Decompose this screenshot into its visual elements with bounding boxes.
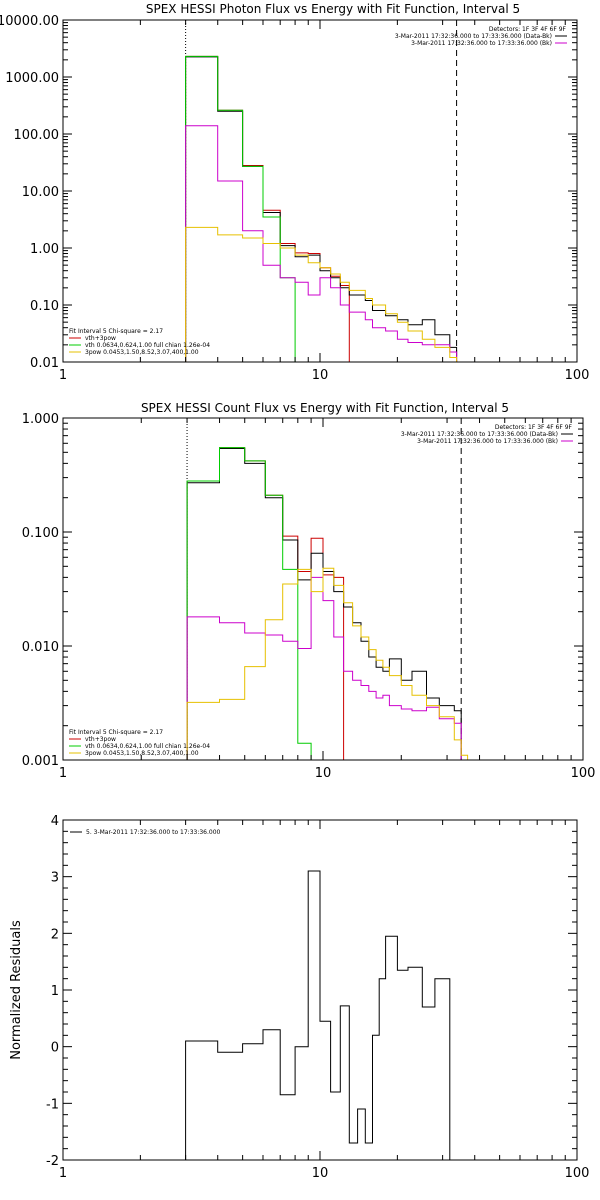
residual-ytick-label: 3 [51, 871, 59, 886]
photon-flux-legend-top: Detectors: 1F 3F 4F 6F 9F 3-Mar-2011 17:… [395, 26, 567, 47]
photon-legend-vth3pow: vth+3pow [85, 335, 116, 342]
residual-xtick-label: 100 [565, 1166, 590, 1181]
photon-ytick-label: 0.01 [30, 356, 59, 371]
photon-ytick-label: 10000.00 [0, 14, 59, 29]
residual-series-5-3-mar-2011-17-32-36-000-to-17-33-36-000 [185, 870, 457, 1161]
count-legend-bk: 3-Mar-2011 17:32:36.000 to 17:33:36.000 … [417, 438, 558, 445]
photon-flux-title: SPEX HESSI Photon Flux vs Energy with Fi… [146, 2, 520, 16]
count-xtick-label: 1 [59, 766, 67, 781]
count-flux-ticks: 1 10 100 0.001 0.010 0.100 1.000 [22, 412, 596, 781]
count-legend-vth3pow: vth+3pow [85, 736, 116, 743]
count-flux-panel: SPEX HESSI Count Flux vs Energy with Fit… [22, 401, 596, 781]
residuals-legend: 5. 3-Mar-2011 17:32:36.000 to 17:33:36.0… [70, 829, 221, 836]
residual-ytick-label: 0 [51, 1041, 59, 1056]
photon-xtick-label: 10 [312, 368, 329, 383]
count-legend-3pow: 3pow 0.0453,1.50,8.52,3.07,400,1.00 [85, 750, 199, 757]
residual-xtick-label: 10 [312, 1166, 329, 1181]
photon-legend-bk: 3-Mar-2011 17:32:36.000 to 17:33:36.000 … [411, 40, 552, 47]
photon-flux-plot-frame [62, 19, 578, 363]
photon-xtick-label: 100 [565, 368, 590, 383]
residuals-series-group [185, 870, 457, 1161]
photon-flux-panel: SPEX HESSI Photon Flux vs Energy with Fi… [0, 2, 589, 383]
photon-ytick-label: 10.00 [22, 185, 59, 200]
count-series-bk [186, 576, 462, 760]
photon-legend-fit: Fit Interval 5 Chi-square = 2.17 [69, 328, 163, 335]
residuals-legend-label: 5. 3-Mar-2011 17:32:36.000 to 17:33:36.0… [86, 829, 221, 836]
residual-ytick-label: 4 [51, 814, 59, 829]
residuals-panel: 1 10 100 -2 -1 0 1 2 3 4 Normalized Residuals 5. … [9, 814, 589, 1181]
residual-ytick-label: 2 [51, 927, 59, 942]
count-ytick-label: 0.100 [22, 526, 59, 541]
photon-series-3pow [185, 226, 463, 363]
photon-series-vth-3pow [185, 55, 350, 362]
count-ytick-label: 0.001 [22, 754, 59, 769]
residuals-ticks: 1 10 100 -2 -1 0 1 2 3 4 [46, 814, 589, 1181]
residual-xtick-label: 1 [59, 1166, 67, 1181]
photon-flux-legend-bottom: Fit Interval 5 Chi-square = 2.17 vth+3po… [69, 328, 210, 356]
count-xtick-label: 10 [315, 766, 332, 781]
photon-ytick-label: 1.00 [30, 242, 59, 257]
count-legend-vth: vth 0.0634,0.624,1.00 full chian 1.26e-0… [85, 743, 210, 750]
photon-ytick-label: 100.00 [14, 128, 60, 143]
photon-flux-ticks: 1 10 100 0.01 0.10 1.00 10.00 100.00 1000.00 1000… [0, 14, 589, 383]
count-series-3pow [186, 567, 469, 760]
residuals-ylabel: Normalized Residuals [9, 920, 24, 1060]
count-legend-data-bk: 3-Mar-2011 17:32:36.000 to 17:33:36.000 … [401, 431, 558, 438]
count-ytick-label: 0.010 [22, 640, 59, 655]
count-flux-plot-frame [62, 417, 584, 761]
photon-series-data-bk [185, 56, 458, 362]
count-xtick-label: 100 [571, 766, 596, 781]
count-flux-legend-top: Detectors: 1F 3F 4F 6F 9F 3-Mar-2011 17:… [401, 424, 573, 445]
count-flux-legend-bottom: Fit Interval 5 Chi-square = 2.17 vth+3po… [69, 729, 210, 757]
photon-legend-detectors: Detectors: 1F 3F 4F 6F 9F [489, 26, 567, 33]
photon-flux-series-group [185, 20, 463, 363]
residual-ytick-label: -2 [46, 1154, 59, 1169]
residual-ytick-label: -1 [46, 1097, 59, 1112]
count-legend-detectors: Detectors: 1F 3F 4F 6F 9F [495, 424, 573, 431]
count-series-vth [186, 447, 323, 761]
photon-series-vth [185, 55, 309, 363]
photon-ytick-label: 0.10 [30, 299, 59, 314]
photon-xtick-label: 1 [59, 368, 67, 383]
photon-ytick-label: 1000.00 [5, 71, 59, 86]
count-flux-title: SPEX HESSI Count Flux vs Energy with Fit… [141, 401, 509, 415]
residuals-plot-frame [62, 819, 578, 1161]
photon-series-bk [185, 125, 458, 362]
count-legend-fit: Fit Interval 5 Chi-square = 2.17 [69, 729, 163, 736]
count-ytick-label: 1.000 [22, 412, 59, 427]
photon-legend-3pow: 3pow 0.0453,1.50,8.52,3.07,400,1.00 [85, 349, 199, 356]
count-series-data-bk [186, 448, 462, 760]
count-flux-series-group [186, 418, 469, 761]
photon-legend-data-bk: 3-Mar-2011 17:32:36.000 to 17:33:36.000 … [395, 33, 552, 40]
photon-legend-vth: vth 0.0634,0.624,1.00 full chian 1.26e-0… [85, 342, 210, 349]
residual-ytick-label: 1 [51, 984, 59, 999]
